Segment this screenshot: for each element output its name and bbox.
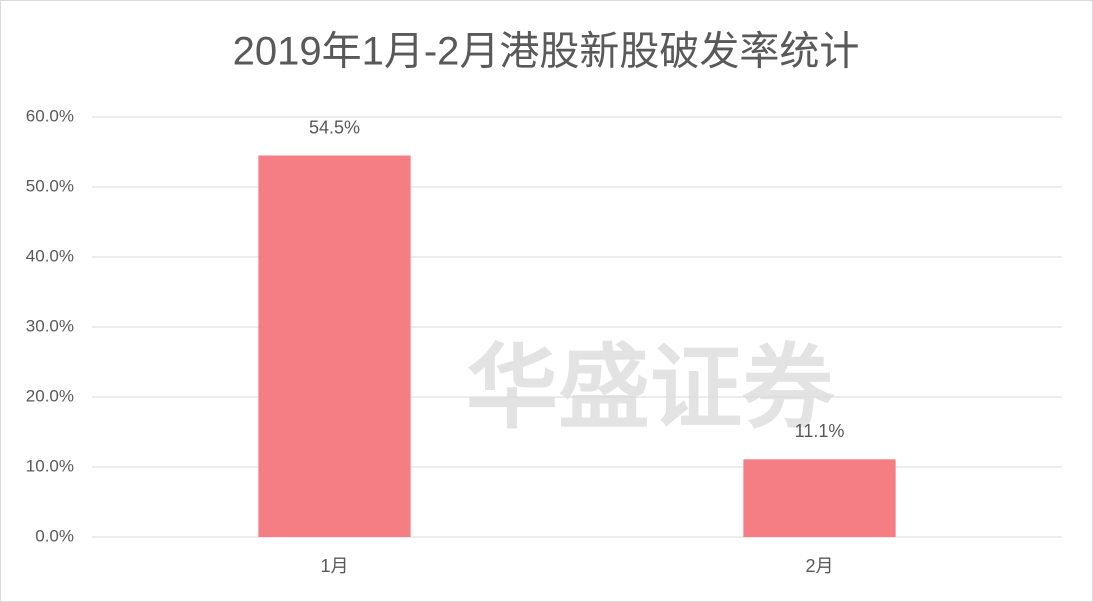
x-tick-label: 2月	[805, 556, 833, 576]
bar	[258, 155, 411, 537]
bar	[743, 459, 896, 537]
chart-title: 2019年1月-2月港股新股破发率统计	[233, 30, 860, 74]
y-tick-label: 50.0%	[26, 176, 74, 195]
value-label: 54.5%	[309, 117, 360, 137]
y-tick-label: 60.0%	[26, 106, 74, 125]
value-label: 11.1%	[795, 421, 845, 441]
y-tick-label: 40.0%	[26, 246, 74, 265]
watermark: 华盛证券	[466, 337, 835, 439]
y-tick-label: 20.0%	[26, 386, 74, 405]
x-tick-label: 1月	[320, 556, 348, 576]
y-tick-label: 30.0%	[26, 316, 74, 335]
y-tick-label: 0.0%	[35, 526, 74, 545]
y-tick-label: 10.0%	[26, 456, 74, 475]
